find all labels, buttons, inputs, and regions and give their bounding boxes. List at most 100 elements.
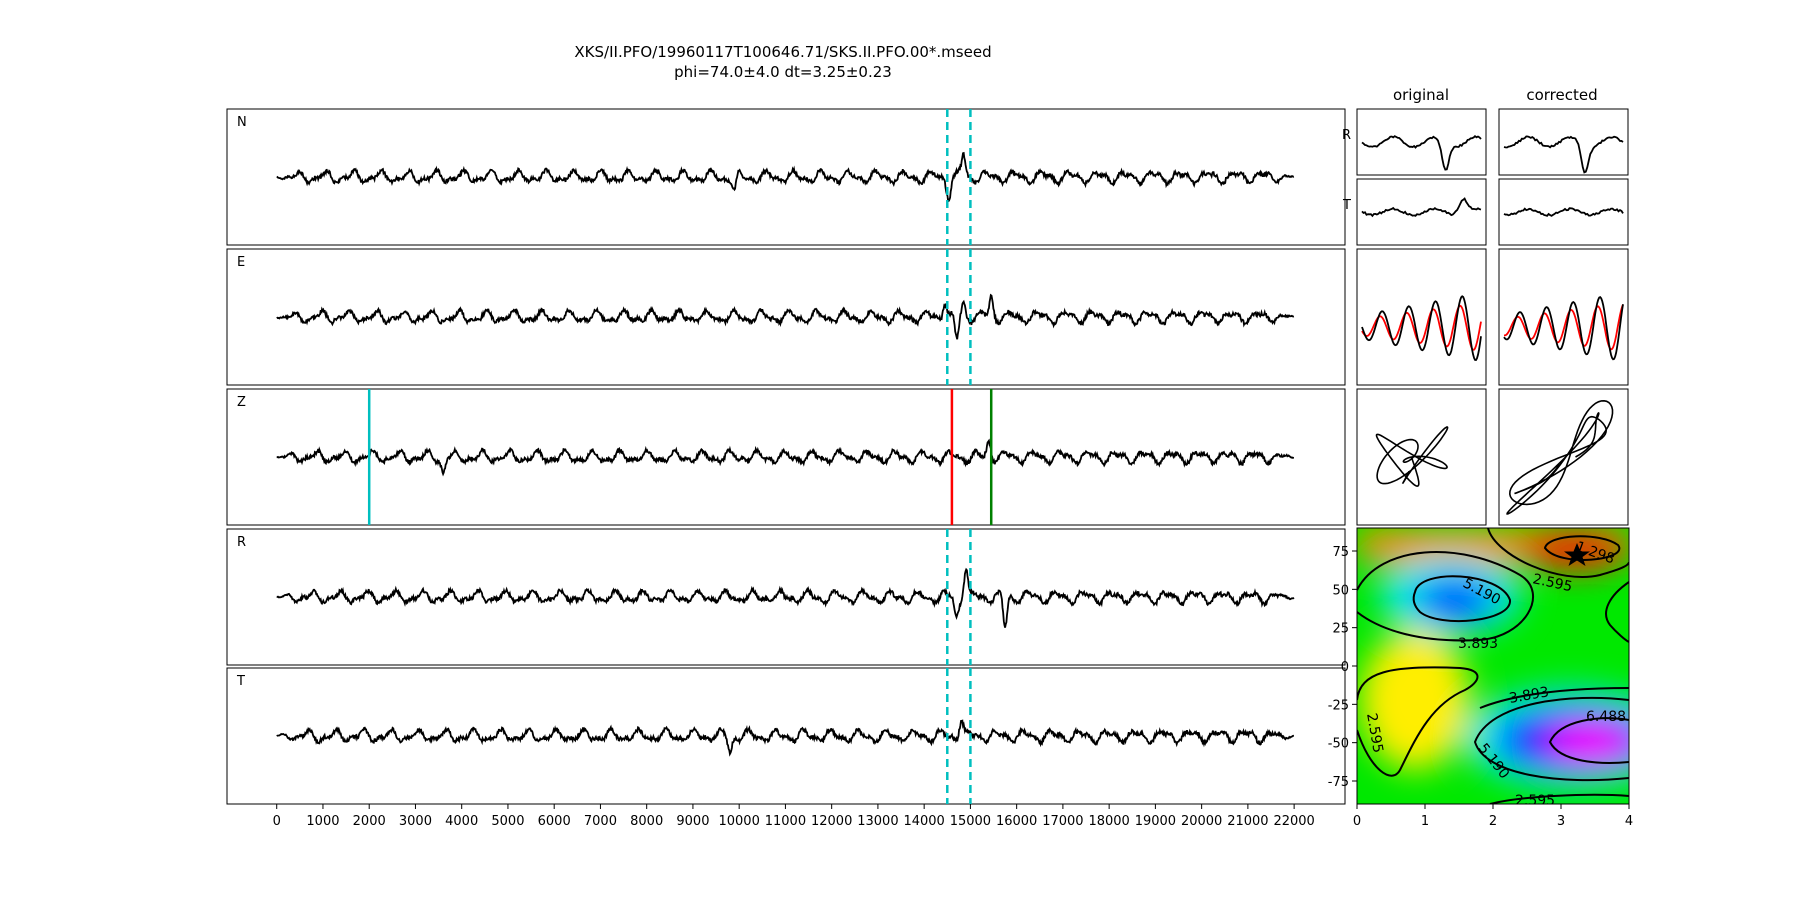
x-tick-label: 0 bbox=[273, 814, 281, 829]
x-tick-label: 6000 bbox=[538, 814, 571, 829]
overlay-reference bbox=[1361, 304, 1482, 351]
surface-y-tick-label: 0 bbox=[1341, 660, 1349, 675]
surface-y-tick-label: 50 bbox=[1332, 583, 1349, 598]
small-panel-corrected-pm bbox=[1498, 388, 1629, 526]
x-tick-label: 12000 bbox=[811, 814, 852, 829]
trace-panel-e: E bbox=[226, 248, 1346, 386]
contour-2595-left bbox=[1357, 666, 1479, 777]
waveform-r bbox=[276, 567, 1295, 628]
surface-x-tick-label: 4 bbox=[1625, 814, 1633, 829]
x-tick-label: 2000 bbox=[353, 814, 386, 829]
x-tick-label: 21000 bbox=[1227, 814, 1268, 829]
small-waveform bbox=[1503, 135, 1624, 174]
contour-6488 bbox=[1548, 717, 1629, 764]
surface-y-tick-label: -25 bbox=[1328, 698, 1349, 713]
panel-frame bbox=[226, 388, 1346, 526]
column-title-corrected: corrected bbox=[1526, 86, 1597, 104]
particle-motion bbox=[1506, 399, 1614, 515]
panel-label: N bbox=[237, 115, 247, 130]
x-tick-label: 17000 bbox=[1042, 814, 1083, 829]
figure-subtitle: phi=74.0±4.0 dt=3.25±0.23 bbox=[674, 63, 892, 81]
trace-panel-z: Z bbox=[226, 388, 1346, 526]
trace-panel-n: N bbox=[226, 108, 1346, 246]
small-panel-corrected-r bbox=[1498, 108, 1629, 176]
x-tick-label: 19000 bbox=[1135, 814, 1176, 829]
overlay-reference bbox=[1504, 304, 1624, 351]
trace-panel-t: T bbox=[226, 667, 1346, 805]
trace-panel-r: R bbox=[226, 528, 1346, 666]
x-tick-label: 9000 bbox=[676, 814, 709, 829]
x-tick-label: 22000 bbox=[1273, 814, 1314, 829]
overlay-trace bbox=[1361, 295, 1482, 361]
x-tick-label: 13000 bbox=[857, 814, 898, 829]
small-waveform bbox=[1361, 197, 1482, 218]
waveform-t bbox=[276, 719, 1294, 757]
overlay-trace bbox=[1503, 295, 1624, 361]
x-tick-label: 15000 bbox=[950, 814, 991, 829]
best-fit-star bbox=[1564, 543, 1590, 566]
contour-label-6488: 6.488 bbox=[1586, 709, 1626, 725]
x-tick-label: 5000 bbox=[491, 814, 524, 829]
small-panels bbox=[1356, 108, 1629, 526]
x-tick-label: 3000 bbox=[399, 814, 432, 829]
contour-1298 bbox=[1543, 535, 1621, 561]
small-panel-frame bbox=[1356, 178, 1487, 246]
small-waveform bbox=[1503, 207, 1624, 217]
surface-y-tick-label: 25 bbox=[1332, 622, 1349, 637]
contour-2595-bottom bbox=[1489, 793, 1629, 804]
small-panel-frame bbox=[1356, 108, 1487, 176]
surface-y-tick-label: -75 bbox=[1328, 775, 1349, 790]
surface-yellow-band bbox=[1360, 630, 1470, 770]
x-tick-label: 18000 bbox=[1088, 814, 1129, 829]
small-panel-original-r bbox=[1356, 108, 1487, 176]
x-tick-label: 1000 bbox=[306, 814, 339, 829]
x-tick-label: 8000 bbox=[630, 814, 663, 829]
figure-title: XKS/II.PFO/19960117T100646.71/SKS.II.PFO… bbox=[574, 43, 991, 61]
waveform-e bbox=[276, 293, 1295, 340]
panel-label: E bbox=[237, 255, 245, 270]
panel-label: T bbox=[236, 674, 245, 689]
trace-x-axis: 0 1000 2000 3000 4000 5000 6000 7000 8000 9000 100… bbox=[273, 804, 1315, 829]
small-panel-corrected-overlay bbox=[1498, 248, 1629, 386]
x-tick-label: 14000 bbox=[903, 814, 944, 829]
waveform-z bbox=[276, 438, 1295, 477]
contour-label-3893-lower: 3.893 bbox=[1508, 684, 1550, 707]
small-panel-corrected-t bbox=[1498, 178, 1629, 246]
contour-5190 bbox=[1412, 575, 1512, 623]
contour-5190-lower bbox=[1473, 696, 1629, 782]
contour-2595-right bbox=[1605, 581, 1629, 643]
surface-x-tick-label: 2 bbox=[1489, 814, 1497, 829]
row-label-r: R bbox=[1342, 128, 1351, 143]
contour-label-2595-left: 2.595 bbox=[1363, 712, 1386, 754]
contour-label-2595-bottom: 2.595 bbox=[1515, 793, 1555, 809]
small-waveform bbox=[1361, 135, 1482, 171]
x-tick-label: 20000 bbox=[1181, 814, 1222, 829]
x-tick-label: 7000 bbox=[584, 814, 617, 829]
particle-motion bbox=[1375, 426, 1449, 487]
surface-blue-lobe bbox=[1417, 578, 1493, 622]
contour-3893 bbox=[1357, 551, 1534, 642]
surface-x-tick-label: 0 bbox=[1353, 814, 1361, 829]
error-surface-axes: 0 1 2 3 4 75 50 25 0 -25 -50 -75 bbox=[1328, 545, 1633, 829]
panel-label: R bbox=[237, 535, 246, 550]
surface-y-tick-label: 75 bbox=[1332, 545, 1349, 560]
contour-label-3893: 3.893 bbox=[1458, 636, 1498, 652]
small-panel-original-overlay bbox=[1356, 248, 1487, 386]
panel-label: Z bbox=[237, 395, 246, 410]
small-panel-frame bbox=[1498, 248, 1629, 386]
small-panel-original-pm bbox=[1356, 388, 1487, 526]
x-tick-label: 16000 bbox=[996, 814, 1037, 829]
trace-panels: N E Z R T bbox=[226, 108, 1346, 805]
contour-2595-top bbox=[1487, 528, 1629, 578]
surface-y-tick-label: -50 bbox=[1328, 737, 1349, 752]
x-tick-label: 10000 bbox=[718, 814, 759, 829]
surface-magenta-core bbox=[1546, 725, 1629, 759]
surface-x-tick-label: 3 bbox=[1557, 814, 1565, 829]
error-surface: 1.298 2.595 5.190 3.893 3.893 6.488 5.19… bbox=[1328, 527, 1633, 829]
small-panel-original-t bbox=[1356, 178, 1487, 246]
contour-3893-lower bbox=[1479, 687, 1629, 709]
small-panel-frame bbox=[1498, 388, 1629, 526]
waveform-n bbox=[276, 151, 1295, 203]
column-title-original: original bbox=[1393, 86, 1449, 104]
